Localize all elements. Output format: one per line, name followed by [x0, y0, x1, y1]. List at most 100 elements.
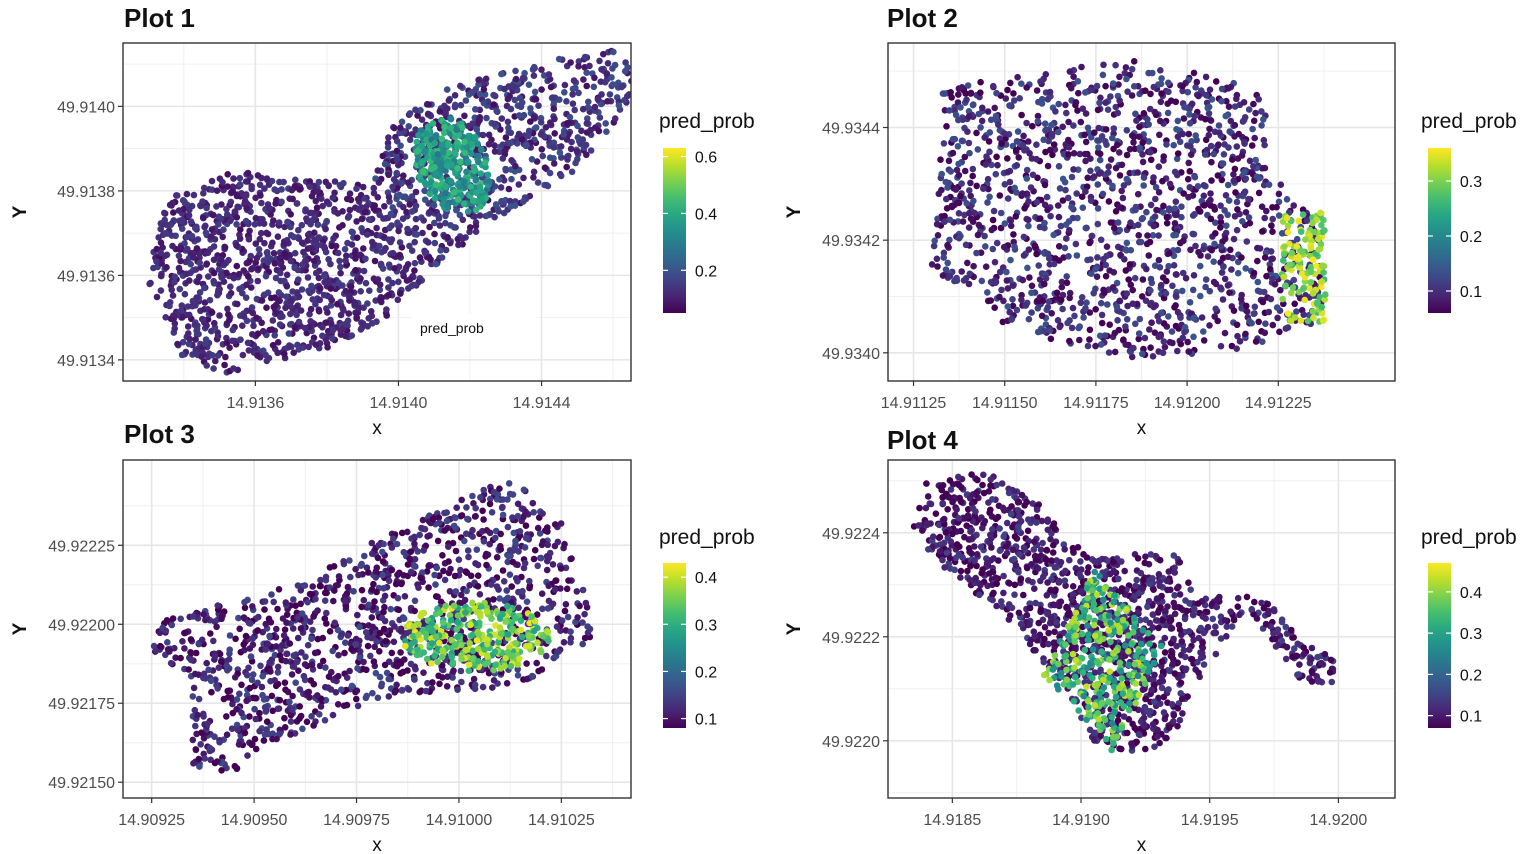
data-point [1212, 305, 1219, 313]
data-point [1114, 109, 1122, 117]
data-point [271, 677, 279, 684]
data-point [171, 312, 178, 320]
data-point [955, 171, 963, 179]
data-point [1062, 186, 1069, 194]
data-point [606, 91, 614, 98]
data-point [373, 638, 380, 645]
data-point [1123, 175, 1131, 183]
data-point [472, 206, 480, 214]
data-point [280, 241, 288, 248]
data-point [224, 694, 232, 701]
data-point [1113, 141, 1121, 149]
data-point [520, 513, 527, 521]
data-point [965, 280, 973, 288]
data-point [1122, 267, 1130, 274]
plot-panel-1: 14.9136 14.9140 14.914449.913449.913649.91… [10, 3, 755, 439]
data-point [1020, 132, 1027, 140]
data-point [534, 562, 541, 570]
data-point [1042, 127, 1049, 134]
data-point [1235, 130, 1243, 138]
data-point [378, 614, 386, 622]
data-point [235, 741, 243, 748]
data-point [1206, 125, 1213, 133]
data-point [1028, 282, 1036, 290]
data-point [228, 188, 236, 196]
data-point [1281, 243, 1288, 250]
data-point [996, 135, 1004, 142]
data-point [499, 503, 506, 511]
data-point [292, 176, 299, 184]
data-point [361, 195, 368, 202]
data-point [236, 690, 243, 698]
data-point [281, 724, 289, 731]
data-point [533, 659, 540, 667]
data-point [346, 190, 354, 197]
data-point [1097, 236, 1105, 244]
data-point [442, 190, 449, 197]
data-point [189, 693, 197, 700]
data-point [1059, 123, 1066, 131]
data-point [594, 96, 602, 103]
data-point [216, 738, 223, 746]
data-point [1109, 182, 1116, 190]
data-point [363, 231, 371, 238]
data-point [295, 667, 302, 674]
data-point [1212, 230, 1219, 237]
data-point [334, 300, 341, 308]
data-point [376, 211, 383, 219]
data-point [962, 241, 970, 249]
data-point [271, 260, 279, 267]
data-point [1271, 281, 1279, 288]
data-point [1198, 314, 1206, 321]
data-point [384, 144, 392, 151]
data-point [278, 198, 285, 206]
data-point [551, 115, 558, 123]
data-point [307, 318, 314, 325]
data-point [1214, 172, 1222, 179]
data-point [453, 126, 461, 134]
data-point [383, 306, 390, 313]
data-point [492, 201, 500, 208]
data-point [172, 654, 179, 661]
data-point [1044, 303, 1052, 311]
data-point [175, 207, 183, 214]
data-point [1210, 150, 1218, 158]
data-point [1275, 190, 1283, 198]
data-point [1050, 231, 1057, 239]
data-point [1074, 166, 1082, 173]
data-point [422, 148, 429, 156]
data-point [194, 278, 201, 286]
data-point [1036, 215, 1044, 222]
data-point [525, 132, 532, 140]
data-point [1143, 265, 1150, 273]
y-tick-label: 49.9344 [822, 121, 880, 138]
data-point [256, 181, 264, 189]
data-point [1300, 311, 1307, 319]
data-point [361, 552, 368, 560]
data-point [346, 667, 353, 675]
data-point [158, 260, 165, 267]
data-point [1241, 188, 1249, 195]
data-point [272, 200, 279, 207]
data-point [959, 218, 967, 225]
data-point [1158, 90, 1165, 97]
data-point [1309, 290, 1317, 297]
data-point [404, 561, 412, 568]
data-point [1268, 255, 1275, 263]
data-point [1093, 82, 1101, 90]
data-point [557, 565, 565, 572]
data-point [521, 544, 529, 551]
data-point [1287, 317, 1295, 325]
data-point [1317, 209, 1324, 217]
data-point [432, 132, 440, 139]
data-point [562, 564, 570, 572]
data-point [259, 327, 267, 335]
data-point [287, 211, 295, 218]
data-point [1206, 322, 1213, 329]
data-point [200, 184, 208, 192]
data-point [967, 192, 974, 200]
data-point [397, 142, 404, 149]
data-point [327, 302, 335, 309]
data-point [388, 544, 396, 551]
data-point [514, 561, 521, 569]
